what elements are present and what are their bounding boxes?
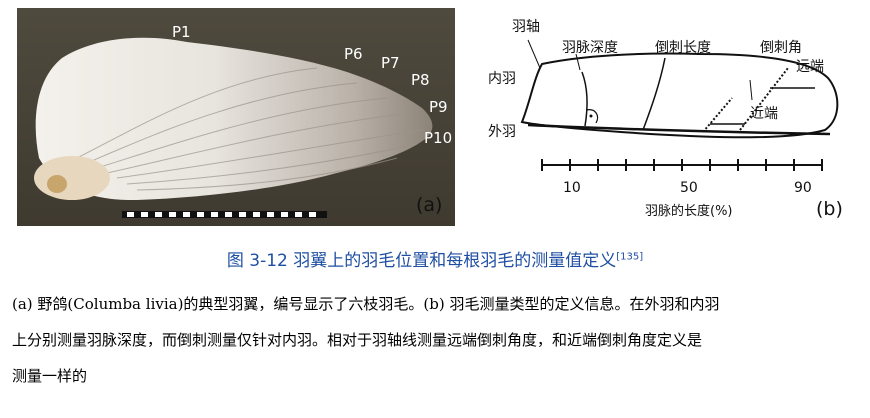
panel-a-label: (a) [416, 194, 442, 216]
feather-label-p9: P9 [429, 98, 448, 116]
label-barb-length: 倒刺长度 [655, 40, 711, 56]
length-axis [541, 159, 823, 171]
feather-label-p10: P10 [424, 129, 452, 147]
label-rachis: 羽轴 [512, 19, 540, 35]
scale-bar [122, 211, 327, 218]
caption-text: 图 3-12 羽翼上的羽毛位置和每根羽毛的测量值定义 [226, 251, 617, 271]
description-line-1: (a) 野鸽(Columba livia)的典型羽翼，编号显示了六枝羽毛。(b)… [12, 295, 720, 313]
label-barb-angle: 倒刺角 [760, 40, 802, 56]
feather-outline [520, 52, 839, 139]
figure-caption: 图 3-12 羽翼上的羽毛位置和每根羽毛的测量值定义[135] [0, 246, 870, 271]
axis-label: 羽脉的长度(%) [645, 203, 733, 219]
vane-depth-line [581, 71, 588, 127]
label-proximal: 近端 [750, 106, 778, 122]
label-outer-vane: 外羽 [488, 124, 516, 140]
right-angle-dot [589, 114, 593, 118]
feather-label-p1: P1 [172, 23, 191, 41]
wing-photo-panel: P1 P6 P7 P8 P9 P10 (a) [17, 8, 455, 226]
label-distal: 远端 [796, 59, 824, 75]
axis-tick-50: 50 [680, 180, 698, 196]
description-line-2: 上分别测量羽脉深度，而倒刺测量仅针对内羽。相对于羽轴线测量远端倒刺角度，和近端倒… [12, 331, 703, 349]
wing-base [34, 156, 110, 200]
rachis-line [527, 123, 831, 136]
feather-lines [76, 67, 423, 191]
panel-b-label: (b) [816, 198, 843, 220]
label-vane-depth: 羽脉深度 [562, 40, 618, 56]
caption-reference: [135] [616, 251, 644, 263]
wing-shape [35, 37, 433, 201]
distal-barb-line [739, 67, 789, 131]
feather-measurement-diagram: 羽轴 羽脉深度 倒刺长度 倒刺角 远端 内羽 近端 外羽 10 50 90 羽脉… [488, 19, 843, 220]
feather-label-p7: P7 [381, 54, 400, 72]
distal-pointer [749, 79, 753, 101]
rachis-pointer [527, 39, 541, 69]
wing-joint [47, 175, 67, 193]
feather-label-p8: P8 [411, 71, 430, 89]
caption-description: (a) 野鸽(Columba livia)的典型羽翼，编号显示了六枝羽毛。(b)… [12, 286, 864, 394]
axis-tick-10: 10 [563, 180, 581, 196]
vane-depth-pointer [575, 53, 581, 71]
label-inner-vane: 内羽 [488, 71, 516, 87]
barb-length-line [642, 57, 666, 131]
description-line-3: 测量一样的 [12, 367, 88, 385]
axis-tick-90: 90 [794, 180, 812, 196]
proximal-barb-line [702, 97, 733, 133]
right-angle-marker [585, 109, 599, 124]
feather-label-p6: P6 [344, 45, 363, 63]
